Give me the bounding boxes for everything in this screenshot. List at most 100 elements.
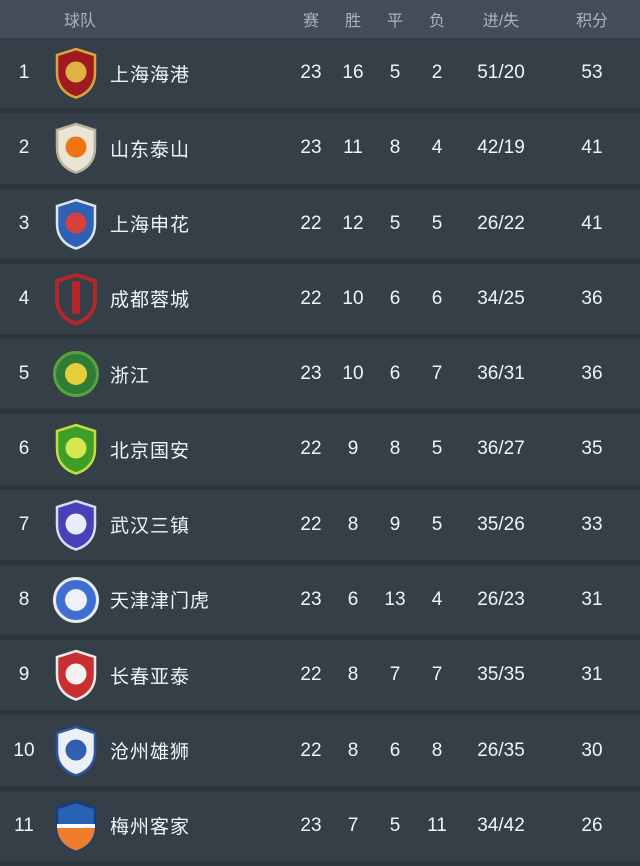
draws-count: 8 — [389, 438, 401, 460]
losses-count: 11 — [427, 814, 447, 836]
chengdu-rongcheng-crest — [48, 272, 104, 326]
goals-for-against: 42/19 — [477, 137, 525, 159]
losses-count: 8 — [431, 739, 443, 761]
wins-count: 8 — [347, 739, 359, 761]
header-wins: 胜 — [344, 13, 361, 30]
losses-count: 2 — [431, 62, 443, 84]
points-total: 36 — [581, 287, 603, 309]
goals-for-against: 36/31 — [477, 363, 525, 385]
points-total: 31 — [581, 588, 603, 610]
team-name: 天津津门虎 — [110, 591, 211, 613]
wins-count: 10 — [342, 287, 364, 309]
header-played: 赛 — [302, 13, 319, 30]
team-name: 浙江 — [110, 365, 151, 387]
table-row[interactable]: 4 成都蓉城 22 10 6 6 34/25 36 — [0, 263, 640, 340]
draws-count: 9 — [389, 513, 401, 535]
goals-for-against: 34/25 — [477, 287, 525, 309]
draws-count: 8 — [389, 137, 401, 159]
goals-for-against: 36/27 — [477, 438, 525, 460]
table-row[interactable]: 5 浙江 23 10 6 7 36/31 36 — [0, 339, 640, 415]
losses-count: 4 — [431, 137, 443, 159]
matches-played: 22 — [300, 438, 322, 460]
team-name: 北京国安 — [110, 440, 191, 462]
wuhan-three-towns-crest — [48, 498, 104, 552]
rank-number: 2 — [18, 137, 30, 159]
matches-played: 23 — [300, 137, 322, 159]
wins-count: 12 — [342, 212, 364, 234]
team-name: 武汉三镇 — [110, 516, 191, 538]
team-name: 梅州客家 — [110, 817, 191, 839]
wins-count: 10 — [342, 363, 364, 385]
rank-number: 1 — [18, 62, 30, 84]
losses-count: 7 — [431, 664, 443, 686]
points-total: 41 — [581, 212, 603, 234]
matches-played: 22 — [300, 739, 322, 761]
wins-count: 6 — [347, 588, 359, 610]
matches-played: 23 — [300, 62, 322, 84]
goals-for-against: 51/20 — [477, 62, 525, 84]
matches-played: 23 — [300, 814, 322, 836]
goals-for-against: 34/42 — [477, 814, 525, 836]
matches-played: 22 — [300, 664, 322, 686]
rank-number: 8 — [18, 588, 30, 610]
table-row[interactable]: 3 上海申花 22 12 5 5 26/22 41 — [0, 188, 640, 264]
table-row[interactable]: 11 梅州客家 23 7 5 11 34/42 26 — [0, 790, 640, 866]
goals-for-against: 35/35 — [477, 664, 525, 686]
table-row[interactable]: 7 武汉三镇 22 8 9 5 35/26 33 — [0, 489, 640, 565]
wins-count: 11 — [343, 137, 363, 159]
draws-count: 7 — [389, 664, 401, 686]
rank-number: 4 — [18, 287, 30, 309]
matches-played: 22 — [300, 212, 322, 234]
team-name: 长春亚泰 — [110, 666, 191, 688]
rank-number: 6 — [18, 438, 30, 460]
rank-number: 3 — [18, 212, 30, 234]
rank-number: 11 — [14, 814, 34, 836]
rank-number: 9 — [18, 664, 30, 686]
team-name: 上海申花 — [110, 215, 191, 237]
team-name: 沧州雄狮 — [110, 742, 191, 764]
matches-played: 22 — [300, 287, 322, 309]
table-row[interactable]: 8 天津津门虎 23 6 13 4 26/23 31 — [0, 564, 640, 641]
changchun-yatai-crest — [48, 648, 104, 702]
table-row[interactable]: 10 沧州雄狮 22 8 6 8 26/35 30 — [0, 715, 640, 791]
table-body: 1 上海海港 23 16 5 2 51/20 53 2 山东泰山 23 11 8… — [0, 38, 640, 866]
table-row[interactable]: 2 山东泰山 23 11 8 4 42/19 41 — [0, 113, 640, 189]
header-draws: 平 — [386, 13, 403, 30]
wins-count: 16 — [342, 62, 364, 84]
team-name: 成都蓉城 — [110, 290, 191, 312]
zhejiang-crest — [48, 347, 104, 401]
wins-count: 8 — [347, 513, 359, 535]
points-total: 41 — [581, 137, 603, 159]
wins-count: 9 — [347, 438, 359, 460]
wins-count: 8 — [347, 664, 359, 686]
points-total: 33 — [581, 513, 603, 535]
points-total: 36 — [581, 363, 603, 385]
draws-count: 6 — [389, 739, 401, 761]
draws-count: 6 — [389, 363, 401, 385]
points-total: 35 — [581, 438, 603, 460]
points-total: 30 — [581, 739, 603, 761]
header-goals: 进/失 — [482, 13, 520, 30]
table-row[interactable]: 6 北京国安 22 9 8 5 36/27 35 — [0, 414, 640, 490]
points-total: 26 — [581, 814, 603, 836]
cangzhou-mighty-lions-crest — [48, 724, 104, 778]
header-losses: 负 — [428, 13, 445, 30]
beijing-guoan-crest — [48, 422, 104, 476]
table-row[interactable]: 1 上海海港 23 16 5 2 51/20 53 — [0, 38, 640, 114]
draws-count: 13 — [384, 588, 406, 610]
goals-for-against: 35/26 — [477, 513, 525, 535]
points-total: 31 — [581, 664, 603, 686]
team-name: 上海海港 — [110, 64, 191, 86]
matches-played: 23 — [300, 363, 322, 385]
table-row[interactable]: 9 长春亚泰 22 8 7 7 35/35 31 — [0, 640, 640, 716]
shandong-taishan-crest — [48, 121, 104, 175]
losses-count: 6 — [431, 287, 443, 309]
losses-count: 5 — [431, 513, 443, 535]
goals-for-against: 26/35 — [477, 739, 525, 761]
table-header: 球队 赛 胜 平 负 进/失 积分 — [0, 0, 640, 38]
draws-count: 5 — [389, 814, 401, 836]
losses-count: 5 — [431, 438, 443, 460]
shanghai-port-crest — [48, 46, 104, 100]
draws-count: 5 — [389, 212, 401, 234]
